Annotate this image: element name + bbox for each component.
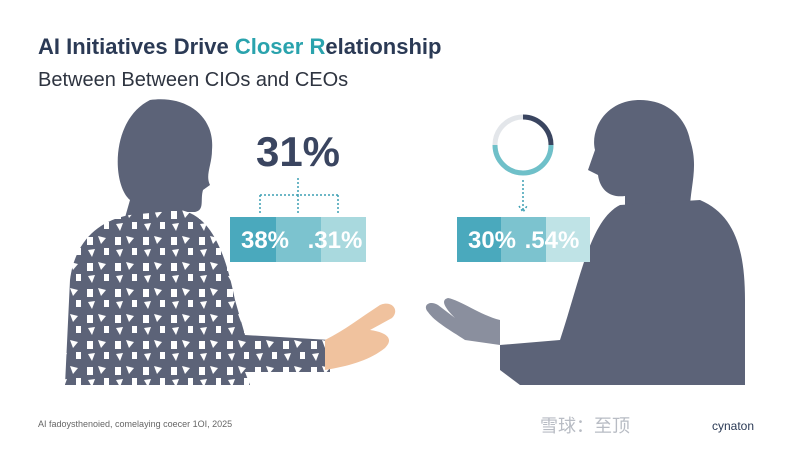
- connector-arrow: [518, 180, 528, 214]
- box-segment: [230, 217, 276, 262]
- donut-arc: [492, 144, 554, 176]
- title: AI Initiatives Drive Closer Relationship: [38, 34, 441, 59]
- connector-arrows: [259, 178, 339, 213]
- left-head: [117, 99, 213, 235]
- watermark-brand: cynaton: [712, 419, 754, 433]
- box-segment: [501, 217, 546, 262]
- title-part: elationship: [325, 34, 441, 59]
- box-segment: [546, 217, 590, 262]
- box-label: 30%: [468, 227, 516, 254]
- source-note: AI fadoysthenoied, comelaying coecer 1OI…: [38, 419, 232, 429]
- right-hand: [425, 298, 500, 345]
- donut-arc: [522, 114, 554, 146]
- title-part: AI Initiatives Drive: [38, 34, 235, 59]
- box-segment: [276, 217, 321, 262]
- left-hand: [325, 303, 396, 370]
- title-highlight: Closer R: [235, 34, 326, 59]
- right-body: [500, 200, 745, 385]
- box-segment: [457, 217, 501, 262]
- watermark-site: 雪球：至顶: [540, 416, 630, 436]
- box-segment: [321, 217, 366, 262]
- left-body: [65, 210, 330, 385]
- right-head: [588, 100, 695, 220]
- subtitle: Between Between CIOs and CEOs: [38, 69, 348, 91]
- box-label: .31%: [308, 227, 363, 254]
- box-label: 38%: [241, 227, 289, 254]
- headline-stat: 31%: [256, 128, 340, 175]
- box-label: .54%: [525, 227, 580, 254]
